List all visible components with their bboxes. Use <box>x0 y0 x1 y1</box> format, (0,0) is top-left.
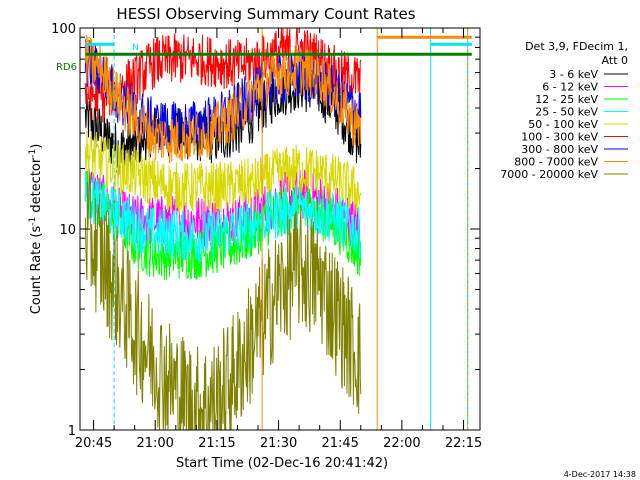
x-tick-label: 22:15 <box>445 436 482 451</box>
legend-label: 6 - 12 keV <box>542 81 598 94</box>
legend-label: 25 - 50 keV <box>535 106 598 119</box>
legend-label: 50 - 100 keV <box>528 118 598 131</box>
x-axis-label: Start Time (02-Dec-16 20:41:42) <box>176 456 388 471</box>
saa-flag-label: S <box>85 36 91 47</box>
axis-layer: 1 10 100 20:45 21:00 21:15 21:30 21:45 22:00 22:1… <box>51 22 482 451</box>
x-tick-label: 21:45 <box>321 436 358 451</box>
x-tick-label: 20:45 <box>75 436 112 451</box>
x-tick-label: 21:30 <box>260 436 297 451</box>
rd6-flag-label: RD6 <box>56 62 77 73</box>
series-layer <box>84 28 362 430</box>
legend-label: 3 - 6 keV <box>549 68 598 81</box>
night-flag-label: N <box>132 43 139 53</box>
y-tick-label: 10 <box>59 223 76 238</box>
x-tick-label: 21:00 <box>136 436 173 451</box>
legend-label: 800 - 7000 keV <box>514 156 598 169</box>
series-line-12-25-kev <box>84 168 362 281</box>
legend-label: 300 - 800 keV <box>521 143 598 156</box>
series-line-800-7000-kev <box>84 34 362 164</box>
series-line-50-100-kev <box>84 130 362 214</box>
legend-label: 12 - 25 keV <box>535 93 598 106</box>
marker-layer <box>85 28 472 430</box>
y-tick-label: 100 <box>51 22 76 37</box>
x-tick-label: 22:00 <box>383 436 420 451</box>
legend-label: 100 - 300 keV <box>521 131 598 144</box>
series-line-7000-20000-kev <box>84 172 362 430</box>
x-tick-label: 21:15 <box>198 436 235 451</box>
y-axis-label: Count Rate (s-1 detector-1) <box>28 144 44 315</box>
series-line-25-50-kev <box>84 172 362 264</box>
chart-title: HESSI Observing Summary Count Rates <box>116 5 415 23</box>
legend-header: Det 3,9, FDecim 1, <box>525 40 628 53</box>
legend-label: 7000 - 20000 keV <box>500 168 598 181</box>
footer-date: 4-Dec-2017 14:38 <box>564 470 636 479</box>
y-tick-label: 1 <box>68 424 76 439</box>
legend-header: Att 0 <box>602 54 628 67</box>
